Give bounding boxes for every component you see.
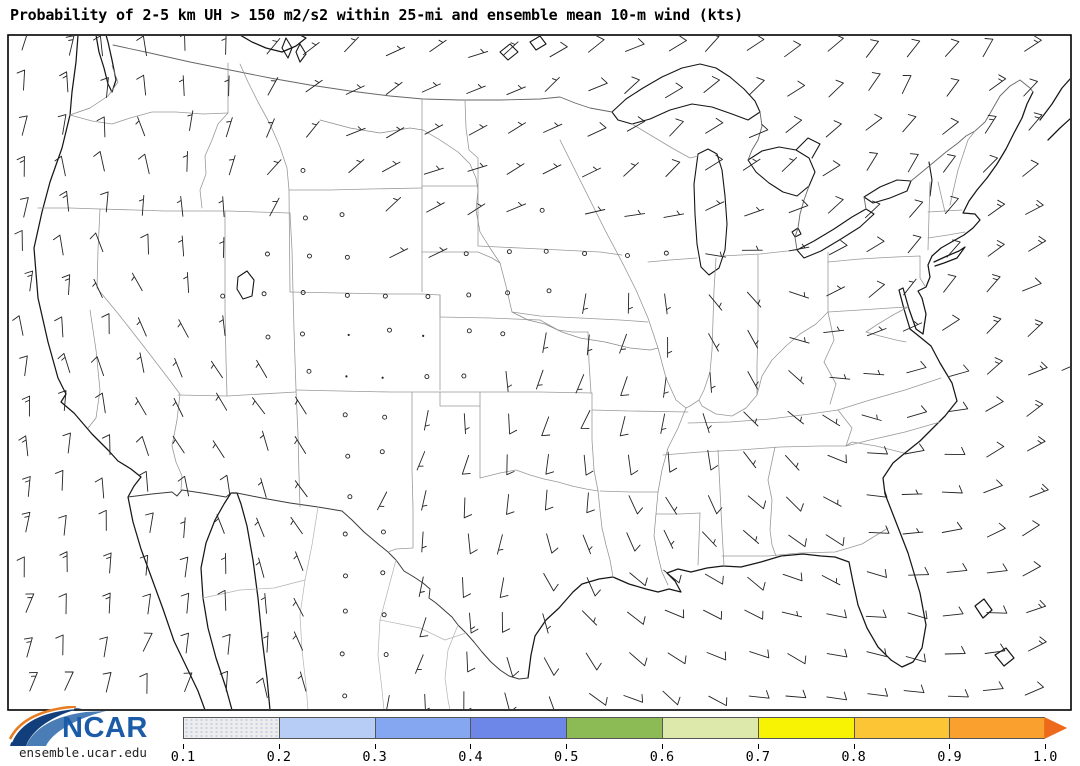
map-frame (7, 34, 1072, 711)
state-borders-layer (37, 62, 976, 578)
canada-border-layer (112, 44, 1034, 251)
colorbar-segment-0.9 (949, 717, 1046, 739)
colorbar-segment-0.5 (566, 717, 662, 739)
colorbar-segment-0.3 (374, 717, 471, 739)
colorbar-segment-0.7 (757, 717, 854, 739)
colorbar-segment-0.6 (661, 717, 758, 739)
mexico-states-layer (202, 506, 467, 709)
ncar-logo-text: NCAR (62, 712, 148, 744)
colorbar-segment-0.8 (853, 717, 950, 739)
rivers-layer (69, 65, 687, 586)
colorbar-segment-0.4 (470, 717, 567, 739)
site-url: ensemble.ucar.edu (19, 745, 147, 760)
coastline-layer (33, 36, 1070, 709)
wind-barb-layer (12, 36, 1070, 709)
colorbar-segment-0.2 (278, 717, 375, 739)
colorbar-arrow (1044, 717, 1068, 739)
page-title: Probability of 2-5 km UH > 150 m2/s2 wit… (10, 6, 743, 24)
probability-colorbar (183, 717, 1068, 739)
mexico-border-layer (127, 489, 529, 680)
colorbar-segment-0.1 (183, 717, 279, 739)
ncar-logo-icon (8, 706, 106, 746)
